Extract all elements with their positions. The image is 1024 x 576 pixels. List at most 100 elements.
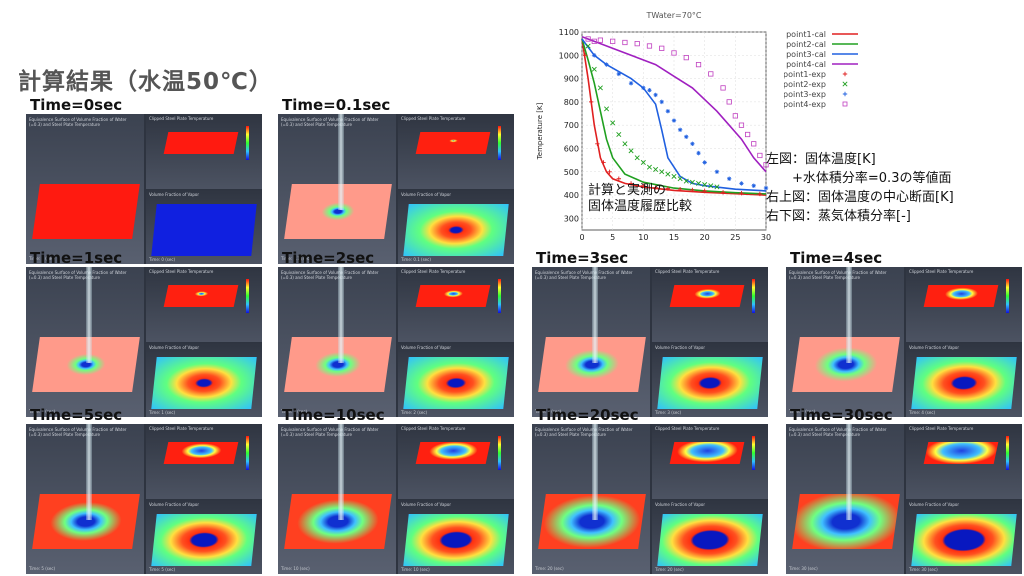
data-point-point1-exp xyxy=(601,160,606,165)
time-readout: Time: 3 (sec) xyxy=(655,410,682,415)
panel-caption: Clipped Steel Plate Temperature xyxy=(149,426,214,431)
data-point-point1-exp xyxy=(690,187,695,193)
colorbar xyxy=(1006,279,1009,313)
panel-caption: Clipped Steel Plate Temperature xyxy=(149,116,214,121)
panel-caption: Clipped Steel Plate Temperature xyxy=(655,426,720,431)
data-point-point3-exp xyxy=(696,150,701,156)
data-point-point3-exp xyxy=(751,183,756,188)
data-point-point1-exp xyxy=(616,176,621,181)
time-readout: Time: 0.1 (sec) xyxy=(401,257,431,262)
data-point-point4-exp xyxy=(726,99,732,105)
clipped-temperature-view: Clipped Steel Plate Temperature xyxy=(398,424,514,499)
x-axis-label: Time [sec] xyxy=(652,245,695,246)
panel-time-label: Time=10sec xyxy=(282,406,385,424)
panel-time-label: Time=30sec xyxy=(790,406,893,424)
x-tick-label: 25 xyxy=(730,233,740,242)
legend-entry: point2-cal xyxy=(786,40,826,49)
y-tick-label: 300 xyxy=(564,214,579,223)
clipped-temperature-view: Clipped Steel Plate Temperature xyxy=(652,267,768,342)
data-point-point2-exp xyxy=(610,120,616,126)
data-point-point2-exp xyxy=(585,43,591,49)
clipped-plate xyxy=(163,285,239,307)
panel-caption: Clipped Steel Plate Temperature xyxy=(401,116,466,121)
plate-3d-view: Equivalence Surface of Volume Fraction o… xyxy=(26,267,144,417)
time-readout: Time: 5 (sec) xyxy=(29,566,56,571)
panel-caption: Volume Fraction of Vapor xyxy=(909,345,960,350)
plate-3d-view: Equivalence Surface of Volume Fraction o… xyxy=(786,267,904,417)
data-point-point4-exp xyxy=(683,55,689,61)
data-point-point3-exp xyxy=(616,71,621,77)
data-point-point3-exp xyxy=(727,176,732,181)
panel-caption: Volume Fraction of Vapor xyxy=(149,192,200,197)
vapor-fraction-view: Volume Fraction of Vapor Time: 0.1 (sec) xyxy=(398,190,514,264)
data-point-point1-exp xyxy=(607,169,612,174)
simulation-panel: Equivalence Surface of Volume Fraction o… xyxy=(532,424,768,574)
panel-caption: Volume Fraction of Vapor xyxy=(655,502,706,507)
clipped-plate xyxy=(415,132,491,154)
legend-entry: point3-exp xyxy=(784,90,826,99)
vapor-plate xyxy=(911,514,1017,566)
data-point-point2-exp xyxy=(591,66,597,72)
data-point-point1-exp xyxy=(665,186,671,191)
panel-time-label: Time=5sec xyxy=(30,406,123,424)
plate-3d-view: Equivalence Surface of Volume Fraction o… xyxy=(278,424,396,574)
clipped-temperature-view: Clipped Steel Plate Temperature xyxy=(906,424,1022,499)
data-point-point1-exp xyxy=(582,53,588,58)
clipped-plate xyxy=(415,442,491,464)
simulation-panel: Equivalence Surface of Volume Fraction o… xyxy=(26,114,262,264)
data-point-point4-exp xyxy=(591,38,597,44)
data-point-point4-exp xyxy=(622,39,628,46)
plate-3d-view: Equivalence Surface of Volume Fraction o… xyxy=(278,114,396,264)
plate-3d-view: Equivalence Surface of Volume Fraction o… xyxy=(532,424,650,574)
data-point-point2-exp xyxy=(604,106,610,112)
data-point-point1-exp xyxy=(739,190,744,196)
panel-caption: Equivalence Surface of Volume Fraction o… xyxy=(789,427,887,437)
x-tick-label: 10 xyxy=(638,233,648,242)
clipped-temperature-view: Clipped Steel Plate Temperature xyxy=(398,267,514,342)
time-readout: Time: 1 (sec) xyxy=(29,409,56,414)
clipped-plate xyxy=(163,442,239,464)
note-right-top-figure: 右上図：固体温度の中心断面[K] xyxy=(766,190,954,205)
panel-caption: Equivalence Surface of Volume Fraction o… xyxy=(29,427,127,437)
panel-caption: Volume Fraction of Vapor xyxy=(401,345,452,350)
data-point-point2-exp xyxy=(683,178,689,184)
data-point-point4-exp xyxy=(708,71,714,77)
vapor-plate xyxy=(403,357,509,409)
x-tick-label: 5 xyxy=(610,233,615,242)
page-title: 計算結果（水温50℃） xyxy=(18,69,273,95)
time-readout: Time: 30 (sec) xyxy=(789,566,818,571)
vapor-fraction-view: Volume Fraction of Vapor Time: 20 (sec) xyxy=(652,500,768,574)
data-point-point3-exp xyxy=(763,185,769,191)
simulation-panel: Equivalence Surface of Volume Fraction o… xyxy=(278,267,514,417)
colorbar xyxy=(752,279,755,313)
clipped-plate xyxy=(923,285,999,307)
plate-3d-view: Equivalence Surface of Volume Fraction o… xyxy=(532,267,650,417)
chart-annotation: 固体温度履歴比較 xyxy=(588,198,692,214)
data-point-point3-exp xyxy=(628,81,634,86)
simulation-panel: Equivalence Surface of Volume Fraction o… xyxy=(26,267,262,417)
data-point-point3-exp xyxy=(653,92,658,98)
time-readout: Time: 1 (sec) xyxy=(149,410,176,415)
time-readout: Time: 3 (sec) xyxy=(535,409,562,414)
data-point-point3-exp xyxy=(604,62,609,67)
legend-entry: point3-cal xyxy=(786,50,826,59)
note-left-figure: 左図：固体温度[K] xyxy=(766,152,876,167)
data-point-point1-exp xyxy=(589,99,594,105)
panel-time-label: Time=0.1sec xyxy=(282,96,391,114)
panel-caption: Volume Fraction of Vapor xyxy=(401,192,452,197)
clipped-plate xyxy=(163,132,239,154)
vapor-fraction-view: Volume Fraction of Vapor Time: 30 (sec) xyxy=(906,500,1022,574)
colorbar xyxy=(246,279,249,313)
panel-time-label: Time=3sec xyxy=(536,249,629,267)
simulation-panel: Equivalence Surface of Volume Fraction o… xyxy=(786,424,1022,574)
data-point-point4-exp xyxy=(720,85,726,91)
y-tick-label: 600 xyxy=(564,144,579,153)
steel-plate xyxy=(32,184,140,239)
data-point-point2-exp xyxy=(640,159,646,165)
legend-marker-point2-exp xyxy=(842,81,848,87)
note-isosurface: +水体積分率=0.3の等値面 xyxy=(792,171,952,186)
y-tick-label: 1000 xyxy=(559,51,579,60)
data-point-point4-exp xyxy=(738,122,745,128)
water-jet xyxy=(846,424,852,520)
colorbar xyxy=(246,126,249,160)
